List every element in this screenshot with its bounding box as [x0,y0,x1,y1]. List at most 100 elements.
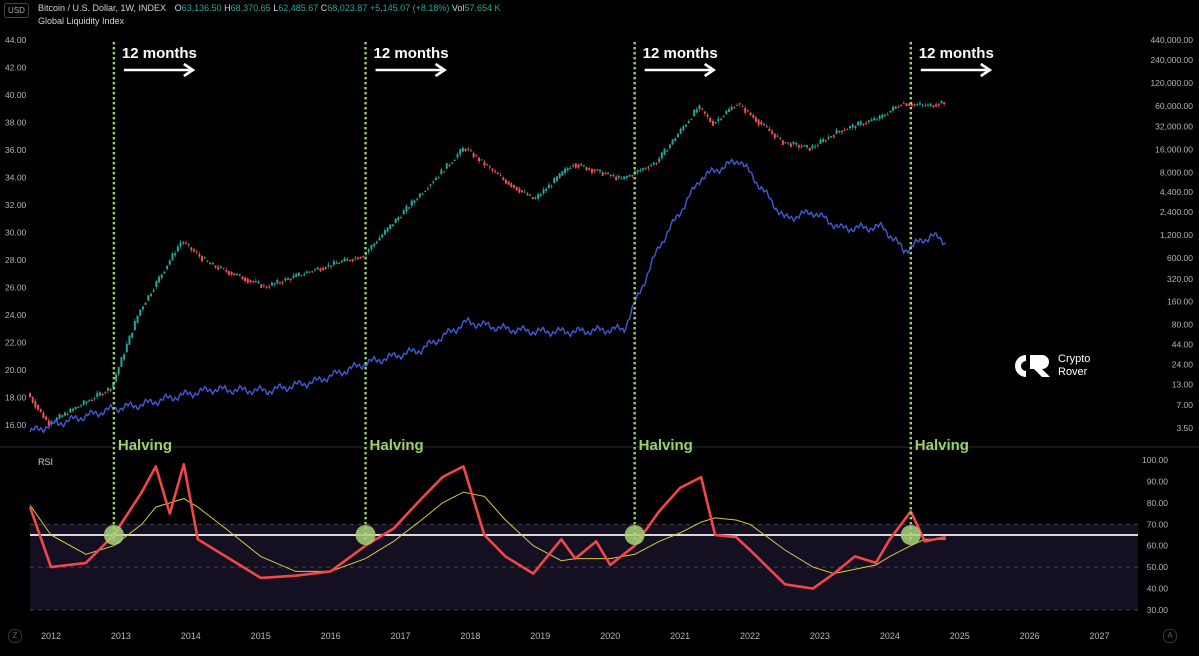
price-candle [152,290,155,292]
left-axis-tick: 42.00 [5,63,27,73]
halving-label: Halving [915,437,969,454]
price-candle [752,114,755,118]
halving-annotations: 12 months Halving 12 months Halving 12 month… [103,42,994,545]
price-candle [141,306,144,310]
price-candle [120,357,123,367]
price-candle [537,194,540,199]
price-candle [488,166,491,168]
price-candle [179,242,182,247]
price-candle [908,103,911,106]
price-candle [327,264,330,267]
price-candle [340,260,343,263]
price-candle [843,129,846,131]
low-value: 62,485.67 [278,3,319,13]
price-candle [426,188,429,190]
price-candle [846,128,849,130]
left-axis-tick: 16.00 [5,420,27,430]
currency-button[interactable]: USD [4,3,29,18]
price-candle [507,181,510,185]
price-candle [270,282,273,286]
price-candle [760,121,763,125]
price-candle [512,184,515,188]
price-candle [510,183,513,187]
time-axis-tick: 2013 [111,631,131,641]
price-candle [238,274,241,276]
price-candle [491,168,494,171]
price-candle [109,389,112,391]
price-candle [733,107,736,109]
right-axis-tick: 44.00 [1172,339,1194,349]
price-candle [281,281,284,284]
rsi-pane-label[interactable]: RSI [38,457,54,467]
price-candle [230,272,233,275]
price-candle [668,144,671,148]
right-axis[interactable]: 440,000.00 240,000.00 120,000.00 60,000.00 3… [1150,35,1193,433]
price-candle [149,293,152,296]
time-axis-tick: 2027 [1090,631,1110,641]
price-candle [206,260,209,262]
rsi-axis-tick: 70.00 [1147,519,1169,529]
price-candle [795,142,798,145]
price-candle [394,218,397,224]
price-candle [461,147,464,152]
price-candle [201,256,204,262]
twelve-months-label: 12 months [643,45,718,62]
right-axis-tick: 16,000.00 [1155,145,1193,155]
price-candle [685,124,688,127]
price-candle [432,181,435,183]
halving-label: Halving [370,437,424,454]
price-candle [515,186,518,191]
price-candle [252,280,255,283]
price-candle [155,281,158,287]
right-axis-tick: 8,000.00 [1160,167,1193,177]
price-candle [598,169,601,172]
price-candle [332,261,335,265]
time-axis-tick: 2023 [810,631,830,641]
price-candle [451,162,454,164]
price-candle [378,237,381,241]
time-axis[interactable]: 2012 2013 2014 2015 2016 2017 2018 2019 2020 2021… [41,631,1110,641]
price-candle [728,108,731,112]
price-candle [835,129,838,134]
price-candle [295,273,298,277]
price-candle [467,148,470,150]
price-candle [410,200,413,206]
price-candle [357,257,360,260]
price-candle [539,194,542,196]
price-candle [819,139,822,144]
price-candle [574,163,577,168]
price-candle [386,227,389,232]
timezone-icon[interactable]: Z [8,629,22,643]
halving-label: Halving [118,437,172,454]
time-axis-tick: 2021 [670,631,690,641]
price-candle [849,126,852,129]
price-candle [174,253,177,256]
price-candle [279,282,282,284]
time-axis-tick: 2024 [880,631,900,641]
price-candle [929,103,932,106]
price-candle [582,165,585,167]
price-candle [787,142,790,144]
price-candle [313,269,316,271]
auto-scale-icon[interactable]: A [1163,629,1177,643]
price-candle [590,168,593,173]
price-candle [529,194,532,196]
price-candle [292,275,295,278]
right-axis-tick: 80.00 [1172,320,1194,330]
time-axis-tick: 2015 [251,631,271,641]
price-candle [184,242,187,244]
price-candle [642,168,645,170]
price-candle [797,145,800,148]
price-candle [902,103,905,105]
price-candle [381,234,384,238]
price-candle [580,163,583,166]
indicator-label[interactable]: Global Liquidity Index [38,16,125,26]
price-candle [211,262,214,265]
price-candle [814,146,817,148]
price-candle [862,123,865,126]
price-candle [655,163,658,165]
price-candle [593,169,596,172]
rsi-axis: 100.00 90.00 80.00 70.00 60.00 50.00 40.00 30.0… [1142,455,1168,615]
left-axis-tick: 18.00 [5,393,27,403]
open-label: O [174,3,182,13]
